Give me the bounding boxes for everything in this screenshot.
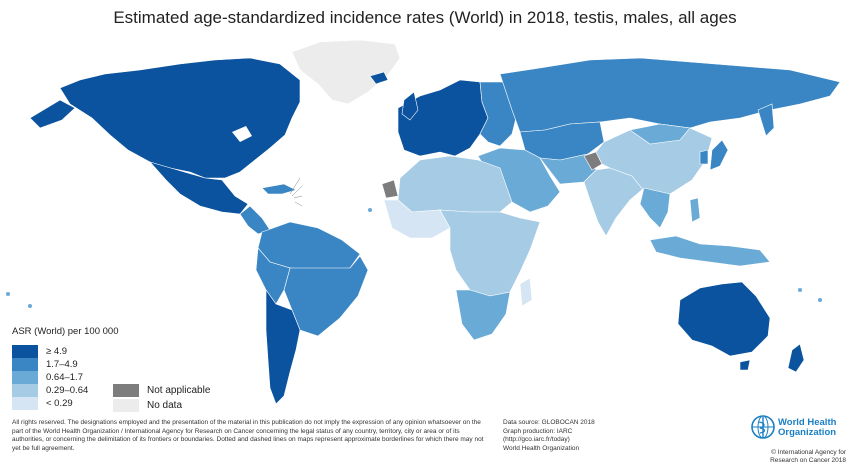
great-lakes bbox=[232, 126, 252, 142]
data-source: Data source: GLOBOCAN 2018 Graph product… bbox=[503, 419, 663, 453]
region-sub-saharan-africa[interactable] bbox=[439, 209, 541, 297]
legend-swatch bbox=[12, 358, 38, 371]
region-kamchatka[interactable] bbox=[757, 103, 775, 137]
region-north-america[interactable] bbox=[59, 57, 301, 179]
legend-swatch bbox=[12, 345, 38, 358]
region-central-america[interactable] bbox=[239, 205, 271, 235]
region-tasmania[interactable] bbox=[739, 359, 751, 371]
copyright-line: © International Agency for bbox=[771, 449, 846, 456]
region-australia[interactable] bbox=[677, 281, 771, 357]
copyright: © International Agency for Research on C… bbox=[750, 449, 846, 465]
region-southeast-asia[interactable] bbox=[639, 187, 671, 229]
caribbean-callouts bbox=[289, 177, 303, 207]
legend-title: ASR (World) per 100 000 bbox=[12, 326, 119, 337]
region-indonesia[interactable] bbox=[649, 235, 771, 267]
source-org: World Health Organization bbox=[503, 444, 580, 452]
legend-label: No data bbox=[147, 399, 183, 411]
region-western-sahara[interactable] bbox=[381, 179, 399, 199]
source-url: (http://gco.iarc.fr/today) bbox=[503, 436, 570, 444]
legend-label: ≥ 4.9 bbox=[46, 346, 68, 357]
map-title: Estimated age-standardized incidence rat… bbox=[113, 8, 737, 27]
region-new-zealand[interactable] bbox=[787, 343, 805, 373]
legend-item: 0.64–1.7 bbox=[12, 371, 88, 384]
region-andes[interactable] bbox=[255, 247, 291, 305]
disclaimer-text: All rights reserved. The designations em… bbox=[12, 419, 484, 452]
legend-label: 1.7–4.9 bbox=[46, 359, 78, 370]
graph-production-line: Graph production: IARC bbox=[503, 427, 573, 435]
legend-swatch bbox=[113, 398, 139, 412]
legend: ≥ 4.9 1.7–4.9 0.64–1.7 0.29–0.64 < 0.29 bbox=[12, 345, 88, 410]
legend-item: 1.7–4.9 bbox=[12, 358, 88, 371]
legend-swatch bbox=[12, 397, 38, 410]
region-alaska[interactable] bbox=[29, 99, 76, 129]
legend-item: < 0.29 bbox=[12, 397, 88, 410]
legend-label: 0.29–0.64 bbox=[46, 385, 89, 396]
region-madagascar[interactable] bbox=[519, 277, 533, 307]
region-uk[interactable] bbox=[401, 91, 419, 121]
who-name-line: World Health bbox=[778, 417, 837, 428]
legend-special: Not applicable No data bbox=[113, 383, 210, 413]
legend-label: Not applicable bbox=[147, 384, 211, 396]
legend-item: ≥ 4.9 bbox=[12, 345, 88, 358]
legend-item-no-data: No data bbox=[113, 398, 210, 412]
legend-item: 0.29–0.64 bbox=[12, 384, 88, 397]
region-philippines[interactable] bbox=[689, 197, 701, 223]
region-korea[interactable] bbox=[699, 149, 709, 165]
who-name-line: Organization bbox=[778, 427, 837, 438]
legend-item-not-applicable: Not applicable bbox=[113, 383, 210, 397]
legend-swatch bbox=[12, 384, 38, 397]
region-brazil[interactable] bbox=[283, 255, 369, 337]
data-source-line: Data source: GLOBOCAN 2018 bbox=[503, 419, 595, 426]
region-japan[interactable] bbox=[709, 139, 729, 171]
pacific-islands bbox=[6, 208, 822, 308]
legend-label: < 0.29 bbox=[46, 398, 73, 409]
legend-swatch bbox=[113, 383, 139, 397]
region-southern-africa[interactable] bbox=[455, 289, 511, 341]
region-iceland[interactable] bbox=[369, 71, 389, 85]
legend-label: 0.64–1.7 bbox=[46, 372, 83, 383]
region-south-asia[interactable] bbox=[583, 167, 645, 237]
region-chile-argentina[interactable] bbox=[265, 289, 301, 405]
region-mongolia[interactable] bbox=[629, 123, 691, 145]
who-name: World Health Organization bbox=[778, 418, 836, 438]
who-emblem-icon bbox=[751, 415, 775, 439]
region-caribbean[interactable] bbox=[261, 183, 297, 195]
copyright-line: Research on Cancer 2018 bbox=[770, 457, 846, 464]
region-russia[interactable] bbox=[499, 57, 841, 133]
legend-swatch bbox=[12, 371, 38, 384]
